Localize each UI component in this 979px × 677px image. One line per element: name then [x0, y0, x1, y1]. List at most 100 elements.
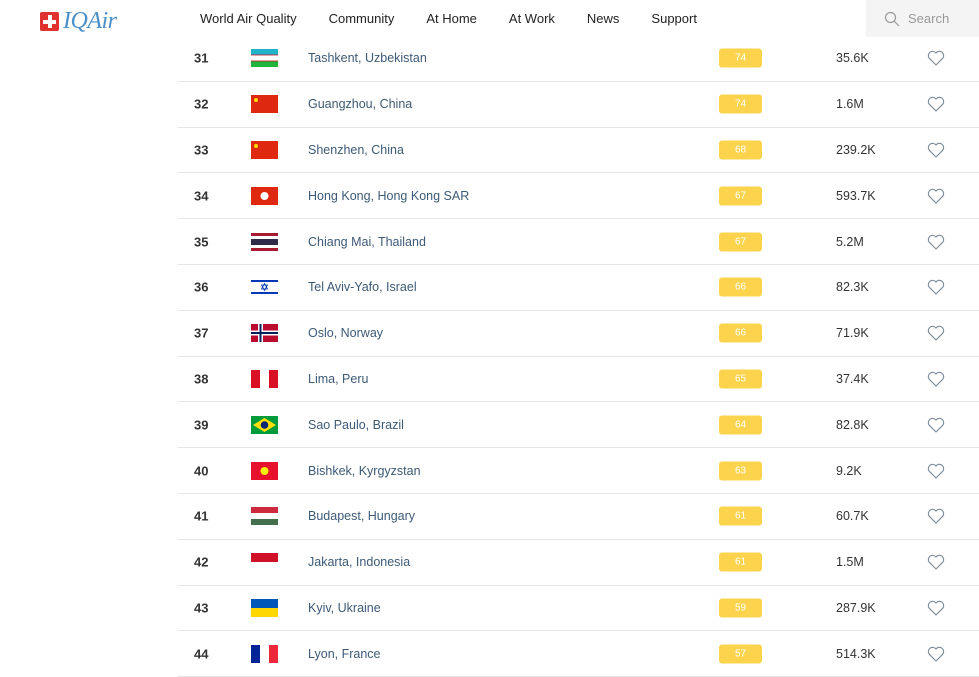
aqi-badge: 74: [719, 94, 762, 114]
nav-support[interactable]: Support: [651, 11, 697, 26]
heart-icon[interactable]: [927, 508, 945, 525]
city-link[interactable]: Oslo, Norway: [308, 326, 384, 341]
aqi-badge: 57: [719, 644, 762, 664]
norway-flag-icon: [251, 324, 278, 343]
table-row[interactable]: 43 Kyiv, Ukraine 59 287.9K: [178, 586, 979, 632]
search-input[interactable]: Search: [866, 0, 979, 37]
swiss-cross-icon: [40, 12, 59, 31]
ukraine-flag-icon: [251, 598, 278, 617]
nav-world-air-quality[interactable]: World Air Quality: [200, 11, 297, 26]
table-row[interactable]: 34 Hong Kong, Hong Kong SAR 67 593.7K: [178, 173, 979, 220]
rank: 36: [194, 279, 209, 295]
table-row[interactable]: 33 Shenzhen, China 68 239.2K: [178, 128, 979, 174]
followers-count: 287.9K: [836, 600, 876, 615]
rank: 32: [194, 96, 209, 112]
nav-community[interactable]: Community: [328, 11, 395, 26]
iqair-logo[interactable]: IQAir: [40, 8, 117, 35]
rank: 41: [194, 508, 209, 524]
uzbekistan-flag-icon: [251, 49, 278, 68]
heart-icon[interactable]: [927, 463, 945, 479]
rank: 44: [194, 646, 209, 662]
city-link[interactable]: Jakarta, Indonesia: [308, 555, 411, 570]
brazil-flag-icon: [251, 415, 278, 434]
city-link[interactable]: Guangzhou, China: [308, 97, 413, 112]
table-row[interactable]: 31 Tashkent, Uzbekistan 74 35.6K: [178, 36, 979, 82]
rank: 37: [194, 325, 209, 341]
table-row[interactable]: 32 Guangzhou, China 74 1.6M: [178, 82, 979, 128]
rank: 40: [194, 463, 209, 479]
followers-count: 5.2M: [836, 234, 864, 249]
rank: 33: [194, 142, 209, 158]
table-row[interactable]: 36 Tel Aviv-Yafo, Israel 66 82.3K: [178, 265, 979, 311]
city-ranking-table: 31 Tashkent, Uzbekistan 74 35.6K 32 Guan…: [178, 36, 979, 677]
nav-news[interactable]: News: [586, 11, 620, 26]
followers-count: 60.7K: [836, 509, 869, 524]
aqi-badge: 64: [719, 415, 762, 435]
aqi-badge: 67: [719, 186, 762, 206]
search-placeholder: Search: [908, 11, 950, 26]
followers-count: 9.2K: [836, 463, 862, 478]
table-row[interactable]: 40 Bishkek, Kyrgyzstan 63 9.2K: [178, 448, 979, 494]
heart-icon[interactable]: [927, 96, 945, 112]
search-icon: [884, 11, 900, 26]
aqi-badge: 63: [719, 461, 762, 481]
rank: 35: [194, 234, 209, 250]
city-link[interactable]: Bishkek, Kyrgyzstan: [308, 463, 421, 478]
aqi-badge: 59: [719, 598, 762, 618]
rank: 38: [194, 371, 209, 387]
china-flag-icon: [251, 95, 278, 114]
table-row[interactable]: 35 Chiang Mai, Thailand 67 5.2M: [178, 219, 979, 265]
followers-count: 71.9K: [836, 326, 869, 341]
aqi-badge: 66: [719, 323, 762, 343]
city-link[interactable]: Hong Kong, Hong Kong SAR: [308, 188, 470, 203]
heart-icon[interactable]: [927, 279, 945, 296]
header: IQAir World Air Quality Community At Hom…: [0, 0, 979, 38]
heart-icon[interactable]: [927, 188, 945, 204]
city-link[interactable]: Tashkent, Uzbekistan: [308, 51, 427, 66]
aqi-badge: 65: [719, 369, 762, 389]
city-link[interactable]: Lyon, France: [308, 646, 381, 661]
followers-count: 239.2K: [836, 142, 876, 157]
main-nav: World Air Quality Community At Home At W…: [200, 11, 729, 26]
table-row[interactable]: 41 Budapest, Hungary 61 60.7K: [178, 494, 979, 540]
table-row[interactable]: 38 Lima, Peru 65 37.4K: [178, 357, 979, 403]
heart-icon[interactable]: [927, 417, 945, 433]
indonesia-flag-icon: [251, 553, 278, 572]
city-link[interactable]: Tel Aviv-Yafo, Israel: [308, 280, 417, 295]
rank: 43: [194, 600, 209, 616]
nav-at-home[interactable]: At Home: [426, 11, 477, 26]
rank: 31: [194, 50, 209, 66]
table-row[interactable]: 44 Lyon, France 57 514.3K: [178, 631, 979, 677]
heart-icon[interactable]: [927, 646, 945, 662]
heart-icon[interactable]: [927, 142, 945, 158]
aqi-badge: 68: [719, 140, 762, 160]
rank: 39: [194, 417, 209, 433]
city-link[interactable]: Shenzhen, China: [308, 142, 404, 157]
city-link[interactable]: Sao Paulo, Brazil: [308, 417, 404, 432]
heart-icon[interactable]: [927, 371, 945, 387]
heart-icon[interactable]: [927, 325, 945, 341]
followers-count: 1.6M: [836, 97, 864, 112]
kyrgyzstan-flag-icon: [251, 461, 278, 480]
nav-at-work[interactable]: At Work: [508, 11, 555, 26]
table-row[interactable]: 37 Oslo, Norway 66 71.9K: [178, 311, 979, 357]
city-link[interactable]: Kyiv, Ukraine: [308, 600, 381, 615]
followers-count: 593.7K: [836, 188, 876, 203]
city-link[interactable]: Chiang Mai, Thailand: [308, 234, 426, 249]
hungary-flag-icon: [251, 507, 278, 526]
aqi-badge: 74: [719, 48, 762, 68]
table-row[interactable]: 39 Sao Paulo, Brazil 64 82.8K: [178, 402, 979, 449]
city-link[interactable]: Lima, Peru: [308, 371, 369, 386]
heart-icon[interactable]: [927, 600, 945, 616]
table-row[interactable]: 42 Jakarta, Indonesia 61 1.5M: [178, 540, 979, 586]
followers-count: 35.6K: [836, 51, 869, 66]
followers-count: 1.5M: [836, 555, 864, 570]
hong-kong-flag-icon: [251, 186, 278, 205]
israel-flag-icon: [251, 278, 278, 297]
heart-icon[interactable]: [927, 234, 945, 250]
heart-icon[interactable]: [927, 50, 945, 67]
city-link[interactable]: Budapest, Hungary: [308, 509, 416, 524]
aqi-badge: 61: [719, 552, 762, 572]
followers-count: 37.4K: [836, 371, 869, 386]
heart-icon[interactable]: [927, 554, 945, 570]
